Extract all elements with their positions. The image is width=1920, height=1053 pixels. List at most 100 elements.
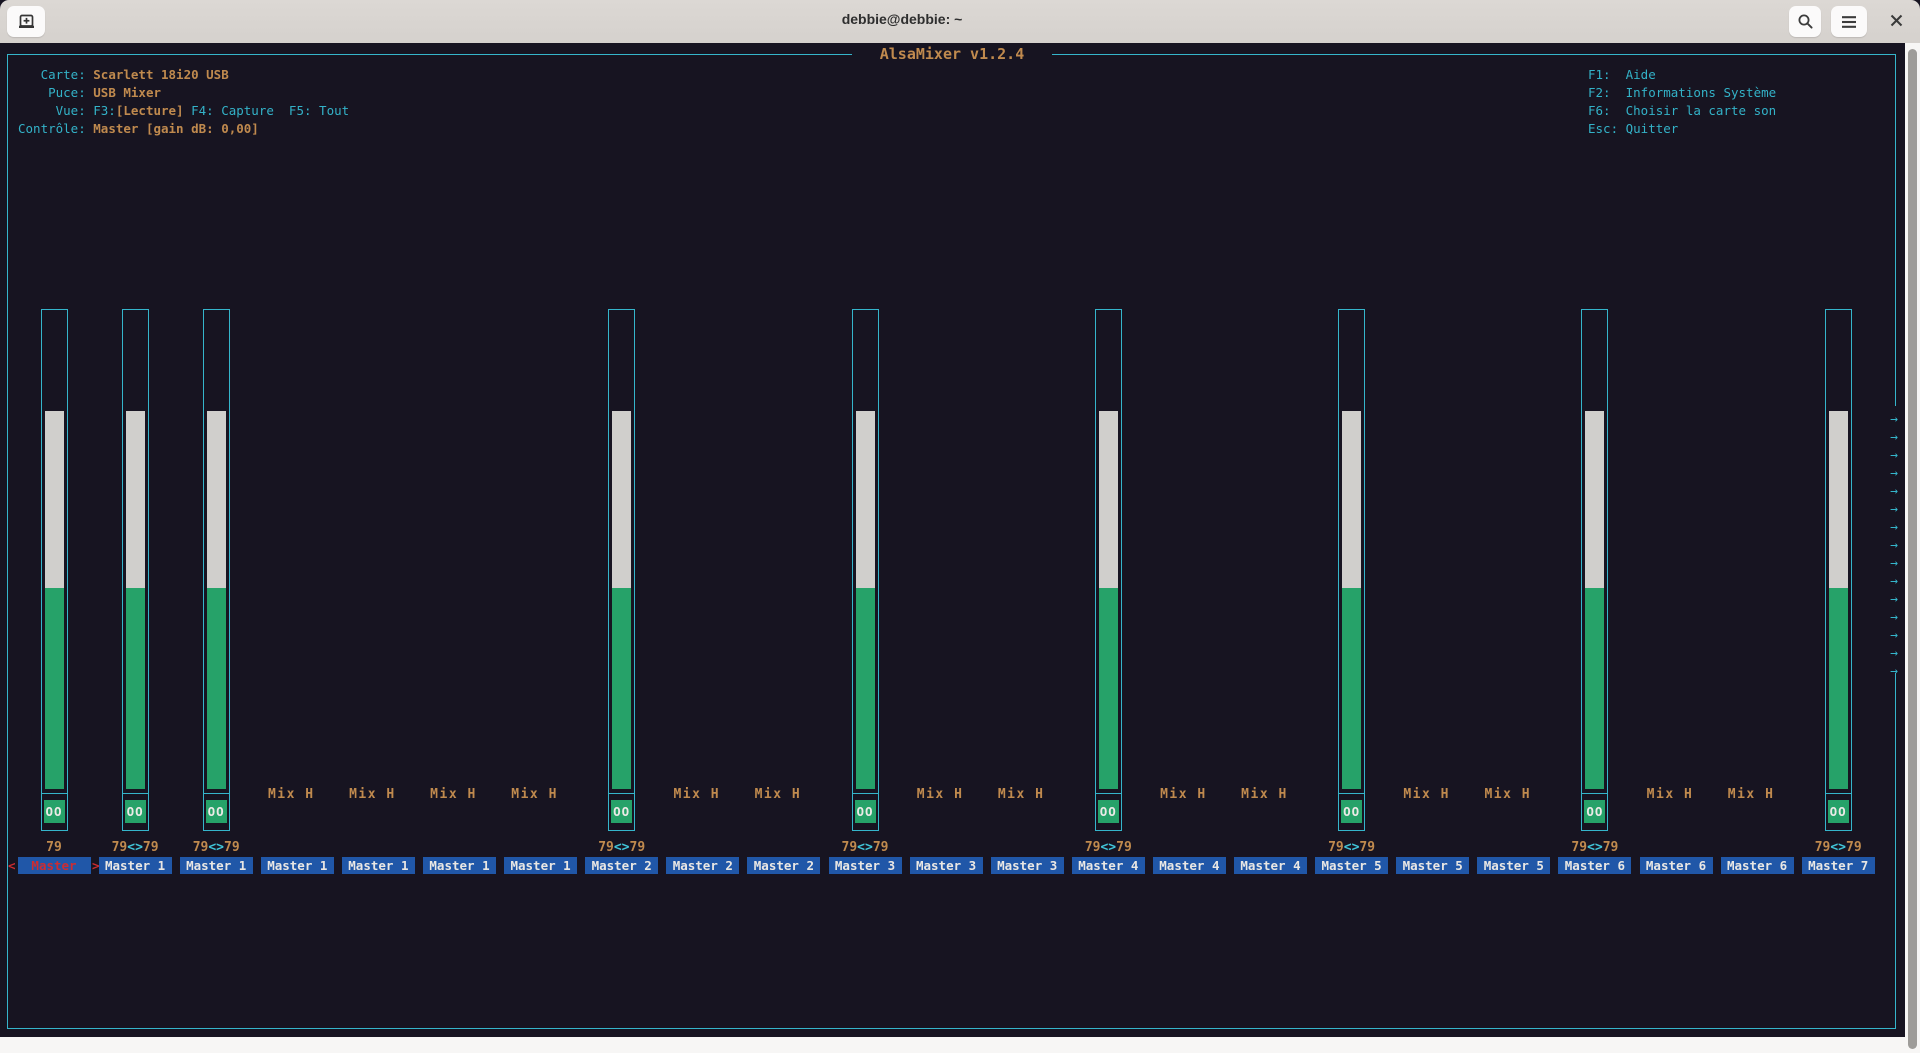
channel-label[interactable]: Master 6 (1639, 857, 1713, 874)
volume-fill-lower (1828, 588, 1848, 789)
volume-value: 79<>79 (171, 840, 261, 855)
channel-label[interactable]: Master 1 (98, 857, 172, 874)
info-segment: Master [gain dB: 0,00] (93, 121, 259, 136)
volume-value-segment: 79 (1328, 840, 1344, 855)
enum-value[interactable]: Mix H (430, 787, 477, 802)
channel-label[interactable]: Master 7 (1801, 857, 1875, 874)
mixer-info-line: Contrôle: Master [gain dB: 0,00] (18, 120, 349, 138)
mixer-info-line: Puce: USB Mixer (18, 84, 349, 102)
volume-meter[interactable]: OO (202, 309, 230, 831)
mute-indicator[interactable]: OO (611, 800, 633, 823)
volume-meter[interactable]: OO (608, 309, 636, 831)
enum-value[interactable]: Mix H (1727, 787, 1775, 802)
volume-meter[interactable]: OO (1338, 309, 1366, 831)
channel-label[interactable]: Master 2 (585, 857, 659, 874)
mixer-info-line: Vue: F3:[Lecture] F4: Capture F5: Tout (18, 102, 350, 120)
channel-label[interactable]: Master 1 (504, 857, 578, 874)
channel-label[interactable]: Master 1 (341, 857, 415, 874)
volume-value-segment: <> (613, 840, 630, 855)
volume-fill-upper (1585, 411, 1605, 588)
volume-value: 79<>79 (90, 840, 180, 855)
channel-label[interactable]: Master 1 (423, 857, 496, 874)
volume-value-segment: 79 (111, 840, 128, 855)
mute-indicator[interactable]: OO (854, 800, 876, 823)
enum-value[interactable]: Mix H (267, 787, 315, 802)
window-bottom-strip (0, 1037, 1920, 1053)
new-tab-button[interactable] (7, 6, 45, 37)
mute-indicator[interactable]: OO (1584, 800, 1606, 823)
more-controls-right-arrow-icon: → (1890, 520, 1898, 535)
volume-value-segment: 79 (46, 840, 62, 855)
volume-fill-lower (855, 588, 875, 789)
titlebar: debbie@debbie: ~ (0, 0, 1920, 44)
mute-indicator[interactable]: OO (1341, 800, 1363, 823)
enum-value[interactable]: Mix H (673, 787, 721, 802)
channel-label[interactable]: Master 5 (1315, 857, 1389, 874)
mute-indicator[interactable]: OO (43, 800, 65, 823)
mute-indicator[interactable]: OO (1097, 800, 1119, 823)
enum-value[interactable]: Mix H (349, 787, 396, 802)
channel-label[interactable]: Master (17, 857, 91, 874)
channel-label[interactable]: Master 3 (909, 857, 983, 874)
enum-value[interactable]: Mix H (1241, 787, 1288, 802)
volume-value-segment: 79 (1359, 840, 1376, 855)
search-button[interactable] (1789, 6, 1821, 37)
mute-indicator[interactable]: OO (124, 800, 146, 823)
volume-value-segment: <> (857, 840, 873, 855)
more-controls-right-arrow-icon: → (1890, 466, 1898, 481)
channel-label[interactable]: Master 5 (1477, 857, 1551, 874)
channel-label[interactable]: Master 3 (828, 857, 902, 874)
volume-meter[interactable]: OO (1581, 309, 1609, 831)
volume-value-segment: 79 (1814, 840, 1831, 855)
channel-label[interactable]: Master 4 (1234, 857, 1307, 874)
enum-value[interactable]: Mix H (1646, 787, 1694, 802)
close-window-button[interactable] (1886, 11, 1907, 32)
enum-value[interactable]: Mix H (1160, 787, 1207, 802)
channel-label[interactable]: Master 3 (990, 857, 1064, 874)
enum-value[interactable]: Mix H (916, 787, 964, 802)
meter-mute-divider (852, 793, 878, 794)
more-controls-right-arrow-icon: → (1890, 448, 1898, 463)
help-line: F2: Informations Système (1588, 85, 1777, 100)
volume-value: 79<>79 (1550, 840, 1640, 855)
enum-value[interactable]: Mix H (511, 787, 558, 802)
channel-label[interactable]: Master 4 (1152, 857, 1226, 874)
volume-value-segment: 79 (1084, 840, 1101, 855)
mute-indicator[interactable]: OO (205, 800, 227, 823)
enum-value[interactable]: Mix H (1484, 787, 1532, 802)
channel-label[interactable]: Master 1 (179, 857, 253, 874)
search-icon (1797, 13, 1814, 30)
volume-meter[interactable]: OO (40, 309, 68, 831)
channel-label[interactable]: Master 1 (260, 857, 334, 874)
channel-label[interactable]: Master 4 (1071, 857, 1145, 874)
terminal-screen[interactable]: AlsaMixer v1.2.4 Carte: Scarlett 18i20 U… (0, 43, 1905, 1037)
more-controls-right-arrow-icon: → (1890, 610, 1898, 625)
menu-button[interactable] (1831, 6, 1867, 37)
channel-label[interactable]: Master 5 (1396, 857, 1470, 874)
volume-meter[interactable]: OO (1094, 309, 1122, 831)
scrollbar-thumb[interactable] (1908, 49, 1917, 1049)
volume-meter[interactable]: OO (121, 309, 149, 831)
info-segment: USB Mixer (93, 85, 161, 100)
channel-label[interactable]: Master 6 (1720, 857, 1794, 874)
meter-mute-divider (122, 793, 148, 794)
close-icon (1889, 13, 1904, 31)
meter-mute-divider (609, 793, 635, 794)
channel-label[interactable]: Master 2 (666, 857, 740, 874)
meter-mute-divider (41, 793, 67, 794)
channel-label[interactable]: Master 6 (1558, 857, 1632, 874)
volume-value-segment: 79 (598, 840, 614, 855)
help-line: F1: Aide (1588, 67, 1656, 82)
mute-indicator[interactable]: OO (1827, 800, 1849, 823)
volume-meter[interactable]: OO (1824, 309, 1852, 831)
info-segment: Carte: (18, 67, 94, 82)
volume-value: 79<>79 (1063, 840, 1153, 855)
enum-value[interactable]: Mix H (997, 787, 1045, 802)
enum-value[interactable]: Mix H (1403, 787, 1450, 802)
volume-fill-lower (612, 588, 632, 789)
channel-label[interactable]: Master 2 (747, 857, 821, 874)
volume-value-segment: <> (1343, 840, 1360, 855)
volume-fill-upper (125, 411, 145, 588)
volume-meter[interactable]: OO (851, 309, 879, 831)
enum-value[interactable]: Mix H (754, 787, 802, 802)
